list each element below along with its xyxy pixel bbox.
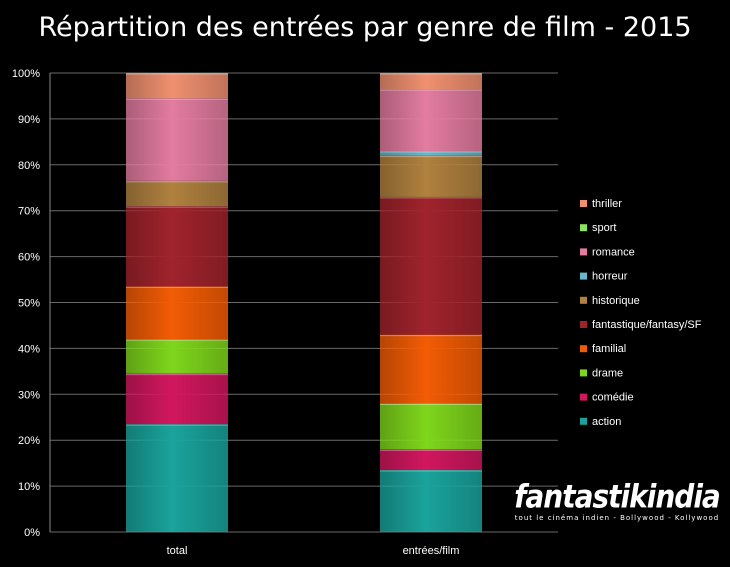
bar-segment-com-die	[380, 449, 482, 471]
bar-segment-familial	[126, 286, 228, 340]
legend-label: action	[592, 416, 621, 428]
y-tick-label: 80%	[18, 160, 40, 172]
y-tick-label: 70%	[18, 206, 40, 218]
legend-swatch	[580, 272, 587, 280]
legend-label: sport	[592, 222, 616, 234]
y-tick-label: 50%	[18, 298, 40, 310]
legend-label: historique	[592, 295, 640, 307]
x-tick-label: entrées/film	[403, 545, 460, 557]
bar-segment-fantastique-fantasy-sf	[126, 206, 228, 287]
bar-segment-historique	[126, 180, 228, 207]
y-tick-label: 30%	[18, 389, 40, 401]
chart-title: Répartition des entrées par genre de fil…	[38, 12, 692, 43]
legend-swatch	[580, 369, 587, 377]
legend-swatch	[580, 417, 587, 425]
legend-swatch	[580, 200, 587, 207]
y-tick-label: 100%	[12, 68, 40, 80]
bar-segment-thriller	[126, 73, 228, 99]
legend-label: horreur	[592, 271, 628, 283]
bar-segment-action	[126, 424, 228, 532]
legend-swatch	[580, 224, 587, 232]
bar-segment-action	[380, 470, 482, 532]
legend-swatch	[580, 248, 587, 256]
bar-segment-drame	[380, 403, 482, 450]
legend-label: thriller	[592, 198, 622, 210]
legend-label: romance	[592, 246, 635, 258]
bar-segment-com-die	[126, 373, 228, 425]
y-tick-label: 10%	[18, 481, 40, 493]
y-tick-label: 90%	[18, 114, 40, 126]
bar-segment-drame	[126, 339, 228, 374]
legend-label: drame	[592, 367, 623, 379]
x-tick-label: total	[167, 545, 188, 557]
legend-label: comédie	[592, 392, 634, 404]
legend: thriller sport romance horreur historique fan…	[580, 198, 702, 428]
legend-swatch	[580, 296, 587, 304]
logo-wordmark: fantastikindia	[514, 477, 721, 516]
bars	[126, 73, 482, 532]
legend-label: fantastique/fantasy/SF	[592, 319, 702, 331]
legend-label: familial	[592, 343, 626, 355]
fantastikindia-logo: fantastikindia tout le cinéma indien - B…	[512, 477, 722, 522]
logo-tagline: tout le cinéma indien - Bollywood - Koll…	[514, 514, 720, 522]
bar-segment-horreur	[380, 151, 482, 156]
bar-segment-romance	[126, 98, 228, 181]
legend-swatch	[580, 345, 587, 353]
y-tick-label: 0%	[24, 527, 40, 539]
bar-segment-familial	[380, 334, 482, 404]
bar-segment-thriller	[380, 73, 482, 90]
y-tick-label: 20%	[18, 435, 40, 447]
y-tick-label: 40%	[18, 343, 40, 355]
y-tick-label: 60%	[18, 252, 40, 264]
bar-segment-fantastique-fantasy-sf	[380, 196, 482, 335]
axes: 0% 10% 20% 30% 40% 50% 60% 70% 80% 90% 100% total en…	[12, 68, 460, 557]
legend-swatch	[580, 321, 587, 328]
bar-segment-historique	[380, 155, 482, 197]
legend-swatch	[580, 393, 587, 401]
bar-segment-romance	[380, 89, 482, 152]
